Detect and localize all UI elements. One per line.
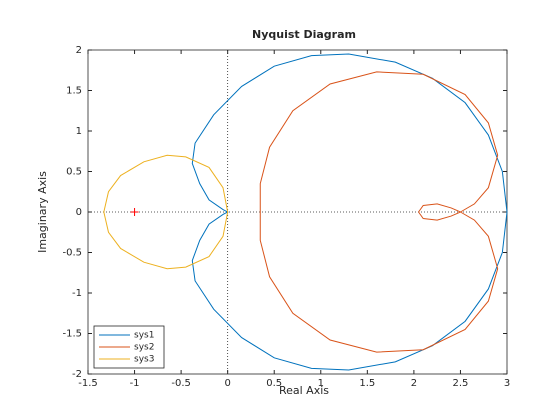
y-tick-label: 0 [76,207,82,218]
legend-label: sys3 [134,355,154,365]
x-tick-label: 2.5 [452,378,468,389]
chart-title: Nyquist Diagram [252,28,356,41]
y-tick-label: 2 [76,45,82,56]
y-tick-label: -1 [72,288,82,299]
x-tick-label: 2 [411,378,417,389]
legend-label: sys1 [134,331,154,341]
nyquist-curve [103,154,229,270]
y-tick-label: -2 [72,369,82,380]
x-tick-label: 0 [224,378,230,389]
x-axis-label: Real Axis [279,384,329,397]
y-tick-label: 0.5 [66,167,82,178]
nyquist-curve [259,71,499,353]
x-tick-label: -0.5 [171,378,191,389]
y-tick-label: -0.5 [62,248,82,259]
y-tick-label: 1.5 [66,86,82,97]
legend-label: sys2 [134,343,154,353]
x-tick-label: 0.5 [266,378,282,389]
x-tick-label: 1.5 [359,378,375,389]
y-axis-label: Imaginary Axis [36,171,49,253]
y-tick-label: -1.5 [62,329,82,340]
x-tick-label: 1 [318,378,324,389]
y-tick-label: 1 [76,126,82,137]
x-tick-label: -1 [130,378,140,389]
x-tick-label: 3 [504,378,510,389]
x-tick-label: -1.5 [78,378,98,389]
critical-point [130,208,139,216]
